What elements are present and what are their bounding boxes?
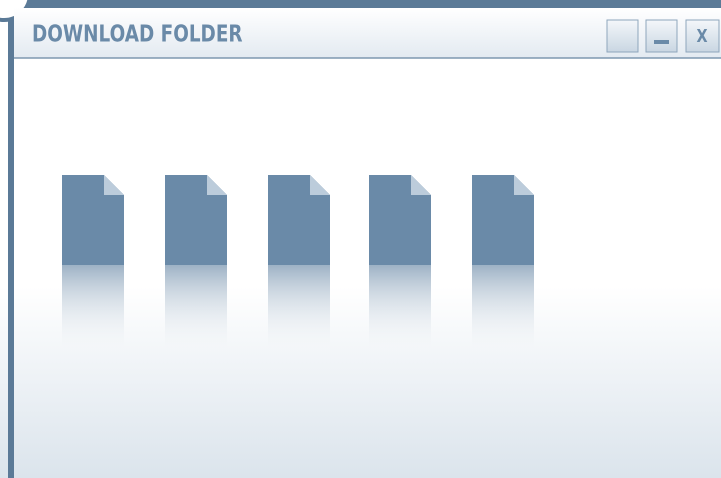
file-icon[interactable] [268, 175, 330, 357]
file-icon[interactable] [165, 175, 227, 357]
file-icon[interactable] [369, 175, 431, 357]
window-title: DOWNLOAD FOLDER [32, 21, 243, 48]
close-button[interactable] [685, 19, 720, 53]
close-label: X [696, 25, 707, 46]
file-icon[interactable] [62, 175, 124, 357]
minimize-button[interactable] [645, 19, 678, 53]
left-frame [8, 0, 14, 478]
title-bar [14, 8, 721, 58]
top-frame [0, 0, 721, 8]
file-icon[interactable] [472, 175, 534, 357]
minimize-icon [654, 40, 669, 44]
maximize-button[interactable] [606, 19, 639, 53]
